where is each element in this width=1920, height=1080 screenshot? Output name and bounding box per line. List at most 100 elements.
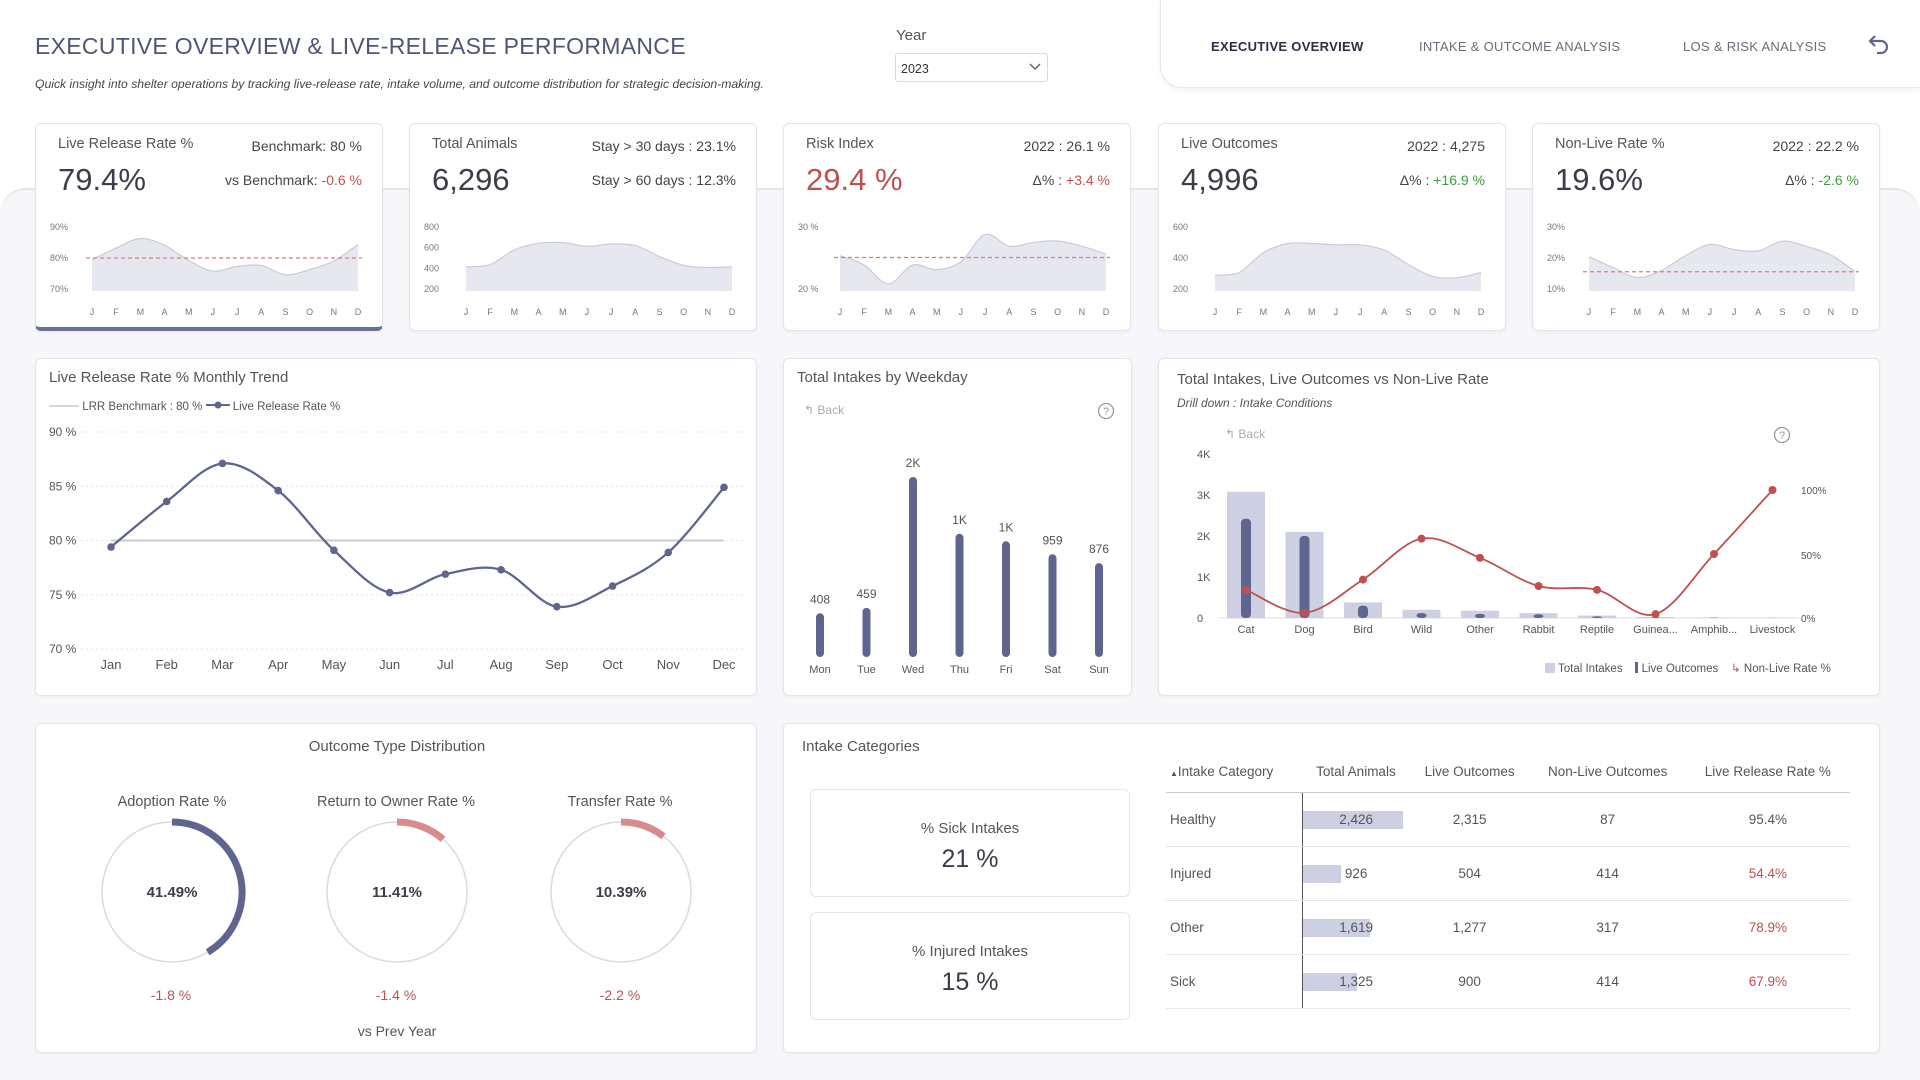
sparkline-x-tick: M (185, 307, 193, 317)
y2-axis-tick: 50% (1801, 551, 1821, 562)
sparkline-x-tick: M (137, 307, 145, 317)
live-outcomes-cell: 504 (1409, 846, 1530, 901)
live-outcomes-bar (1592, 616, 1602, 618)
x-axis-tick: Tue (857, 664, 876, 676)
total-animals-cell: 2,426 (1301, 792, 1410, 847)
comparison-footer: vs Prev Year (357, 1023, 437, 1039)
sparkline-x-tick: A (632, 307, 638, 317)
y-axis-tick: 0 (1197, 613, 1203, 625)
sparkline-y-tick: 20 % (798, 284, 819, 294)
sparkline-x-tick: A (1659, 307, 1665, 317)
y2-axis-tick: 0% (1801, 614, 1816, 625)
back-button[interactable]: ↰ Back (1225, 427, 1266, 441)
gauge-delta-adoption: -1.8 % (150, 987, 192, 1003)
kpi-card-live-outcomes[interactable]: Live Outcomes 4,996 2022 : 4,275 Δ% : +1… (1158, 123, 1506, 331)
sparkline-line (465, 241, 733, 269)
sparkline-chart: 30% 20% 10% J F M A M J J A S O N D (1547, 222, 1859, 317)
live-release-rate-cell: 54.4% (1685, 846, 1850, 901)
sick-intakes-box: % Sick Intakes 21 % (810, 789, 1130, 897)
outcome-distribution-card: Outcome Type Distribution Adoption Rate … (35, 723, 757, 1053)
sparkline-y-tick: 600 (1173, 222, 1188, 232)
gauge-delta-transfer: -2.2 % (599, 987, 641, 1003)
table-row[interactable]: Sick 1,325 900 414 67.9% (1166, 954, 1850, 1009)
column-header-live-outcomes[interactable]: Live Outcomes (1409, 752, 1530, 793)
x-axis-tick: Livestock (1750, 624, 1796, 636)
sparkline-area (466, 242, 732, 291)
kpi-benchmark: Benchmark: 80 % (251, 138, 362, 154)
help-icon[interactable]: ? (1773, 426, 1791, 444)
lrr-data-point (553, 602, 561, 611)
year-dropdown[interactable]: 2023 (895, 53, 1048, 82)
sparkline-area (1215, 242, 1481, 291)
x-axis-tick: Cat (1237, 624, 1254, 636)
table-row[interactable]: Healthy 2,426 2,315 87 95.4% (1166, 792, 1850, 847)
non-live-rate-line (1245, 489, 1774, 616)
sparkline-x-tick: J (90, 307, 95, 317)
kpi-card-live-release-rate[interactable]: Live Release Rate % 79.4% Benchmark: 80 … (35, 123, 383, 331)
kpi-prev-year: 2022 : 22.2 % (1772, 138, 1859, 154)
y-axis-tick: 3K (1197, 490, 1211, 502)
help-icon[interactable]: ? (1097, 402, 1115, 420)
kpi-value: 79.4% (58, 162, 146, 197)
back-button[interactable]: ↰ Back (804, 403, 845, 417)
kpi-card-total-animals[interactable]: Total Animals 6,296 Stay > 30 days : 23.… (409, 123, 757, 331)
sparkline-y-tick: 400 (424, 263, 439, 273)
table-row[interactable]: Injured 926 504 414 54.4% (1166, 846, 1850, 901)
table-row[interactable]: Other 1,619 1,277 317 78.9% (1166, 900, 1850, 955)
sparkline-x-tick: O (680, 307, 687, 317)
non-live-rate-point (1417, 534, 1426, 543)
non-live-outcomes-cell: 87 (1529, 792, 1686, 847)
weekday-card: Total Intakes by Weekday ↰ Back ? 408 Mon… (783, 358, 1132, 696)
weekday-bar (1048, 554, 1057, 657)
y-axis-tick: 90 % (49, 425, 77, 439)
weekday-bar (862, 607, 871, 657)
kpi-card-non-live-rate[interactable]: Non-Live Rate % 19.6% 2022 : 22.2 % Δ% :… (1532, 123, 1880, 331)
kpi-stay-30: Stay > 30 days : 23.1% (591, 138, 736, 154)
sparkline-x-tick: F (113, 307, 119, 317)
y-axis-tick: 85 % (49, 479, 77, 493)
x-axis-tick: Nov (657, 657, 681, 672)
sparkline-x-tick: N (1079, 307, 1086, 317)
tab-executive-overview[interactable]: EXECUTIVE OVERVIEW (1211, 39, 1364, 54)
column-header-non-live-outcomes[interactable]: Non-Live Outcomes (1529, 752, 1686, 793)
lrr-data-point (385, 588, 394, 597)
sparkline-x-tick: M (1260, 307, 1268, 317)
sparkline-y-tick: 800 (424, 222, 439, 232)
kpi-label: Risk Index (806, 136, 874, 152)
sparkline-x-tick: A (162, 307, 168, 317)
sparkline-x-tick: F (1610, 307, 1616, 317)
kpi-card-risk-index[interactable]: Risk Index 29.4 % 2022 : 26.1 % Δ% : +3.… (783, 123, 1131, 331)
x-axis-tick: May (322, 657, 347, 672)
sparkline-y-tick: 200 (1173, 284, 1188, 294)
tab-los-risk-analysis[interactable]: LOS & RISK ANALYSIS (1683, 39, 1827, 54)
intake-table: ▲Intake Category Total Animals Live Outc… (1166, 752, 1850, 1009)
gauge-arc (620, 818, 666, 840)
legend-benchmark-line (49, 405, 79, 407)
gauge-label-adoption: Adoption Rate % (117, 794, 227, 810)
live-release-rate-cell: 95.4% (1685, 792, 1850, 847)
kpi-delta: Δ% : -2.6 % (1785, 172, 1859, 188)
sparkline-x-tick: A (1285, 307, 1291, 317)
sparkline-x-tick: D (729, 307, 736, 317)
non-live-rate-point (1300, 608, 1309, 617)
sparkline-y-tick: 200 (424, 284, 439, 294)
sparkline-x-tick: J (838, 307, 843, 317)
kpi-delta: Δ% : +3.4 % (1032, 172, 1110, 188)
column-header-total-animals[interactable]: Total Animals (1302, 752, 1410, 793)
non-live-rate-point (1359, 575, 1367, 584)
sparkline-x-tick: A (910, 307, 916, 317)
sparkline-x-tick: S (1405, 307, 1411, 317)
column-header-live-release-rate[interactable]: Live Release Rate % (1685, 752, 1850, 793)
lrr-data-point (497, 565, 505, 574)
legend-series-marker (205, 401, 230, 409)
tab-intake-outcome-analysis[interactable]: INTAKE & OUTCOME ANALYSIS (1419, 39, 1621, 54)
lrr-series-line (110, 462, 725, 609)
kpi-value: 29.4 % (806, 162, 903, 197)
kpi-label: Live Release Rate % (58, 136, 194, 152)
column-header-intake-category[interactable]: ▲Intake Category (1166, 752, 1303, 793)
sparkline-y-tick: 600 (424, 243, 439, 253)
sparkline-x-tick: J (1732, 307, 1737, 317)
back-arrow-icon[interactable] (1866, 32, 1892, 58)
gauge-charts: 41.49% 11.41% 10.39% (101, 818, 692, 963)
kpi-value: 4,996 (1181, 162, 1259, 197)
